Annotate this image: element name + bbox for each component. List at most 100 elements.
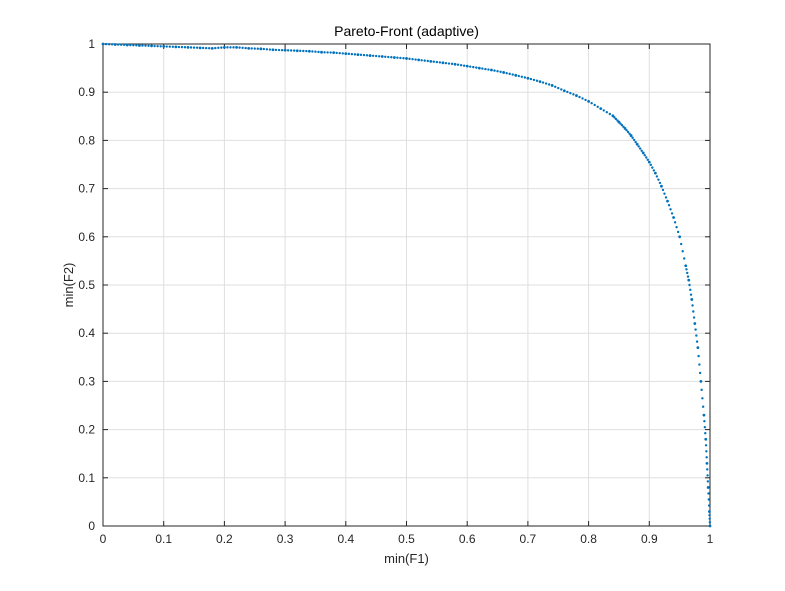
data-point [692,310,695,313]
data-point [341,52,344,55]
data-point [129,43,132,47]
data-point [706,474,709,477]
data-point [587,99,590,103]
data-point [423,59,426,62]
data-point [701,397,704,400]
data-point [703,425,707,429]
data-point [538,80,542,83]
data-point [259,47,263,51]
data-point [569,91,572,95]
data-point [350,52,354,56]
data-point [323,51,326,54]
data-points [101,42,712,528]
data-point [699,380,703,383]
data-point [696,346,700,350]
data-point [198,46,202,50]
y-tick-label: 0.3 [78,374,95,388]
data-point [171,45,175,48]
data-point [649,163,653,167]
data-point [689,288,692,292]
data-point [232,46,235,49]
data-point [690,298,694,301]
data-point [456,63,460,66]
data-point [265,48,269,51]
data-point [271,48,275,52]
data-point [523,76,527,79]
data-point [514,73,518,77]
data-point [314,50,317,53]
data-point [420,59,423,62]
data-point [204,46,208,50]
data-point [250,47,253,50]
data-point [362,53,366,57]
data-point [700,388,703,392]
x-tick-label: 0 [100,532,107,546]
data-point [247,46,251,50]
data-point [670,212,674,215]
x-tick-label: 0.8 [580,532,597,546]
data-point [359,53,363,57]
data-point [465,64,469,68]
data-point [707,498,710,501]
data-point [332,51,336,55]
data-point [702,413,706,417]
y-tick-label: 0.7 [78,182,95,196]
data-point [390,56,393,59]
data-point [135,44,138,47]
data-point [120,43,123,46]
data-point [447,62,451,65]
data-point [707,510,711,513]
data-point [499,70,502,74]
data-point [384,55,387,58]
data-point [432,60,436,63]
data-point [396,56,399,59]
data-point [635,142,639,146]
data-point [602,109,605,112]
data-point [704,444,708,447]
data-point [107,43,111,46]
data-point [289,49,293,52]
data-point [704,432,707,435]
data-point [632,138,636,142]
data-point [183,46,187,49]
x-tick-label: 0.7 [520,532,537,546]
data-point [399,56,402,60]
x-tick-label: 0.3 [277,532,294,546]
data-point [638,147,642,150]
data-point [678,235,682,239]
data-point [708,513,711,517]
data-point [532,78,536,82]
data-point [326,51,329,54]
data-point [661,188,665,192]
data-point [123,43,126,47]
data-point [195,46,199,49]
data-point [511,73,514,76]
data-point [646,158,649,162]
data-point [560,88,563,91]
data-point [392,56,396,59]
data-point [180,45,184,49]
y-tick-label: 1 [88,37,95,51]
data-point [241,46,244,50]
y-tick-label: 0.8 [78,133,95,147]
data-point [634,140,637,144]
x-axis-label: min(F1) [384,551,429,566]
data-point [192,46,196,49]
data-point [584,98,587,102]
data-point [544,82,548,85]
data-point [683,257,686,260]
data-point [578,95,581,99]
data-point [238,46,241,49]
data-point [541,81,545,84]
data-point [669,208,672,211]
data-point [705,461,709,465]
data-point [286,49,290,52]
data-point [596,105,599,108]
data-point [692,316,696,319]
data-point [414,58,417,61]
y-tick-label: 0.6 [78,230,95,244]
data-point [141,44,144,47]
data-point [653,171,657,175]
data-point [626,130,630,134]
